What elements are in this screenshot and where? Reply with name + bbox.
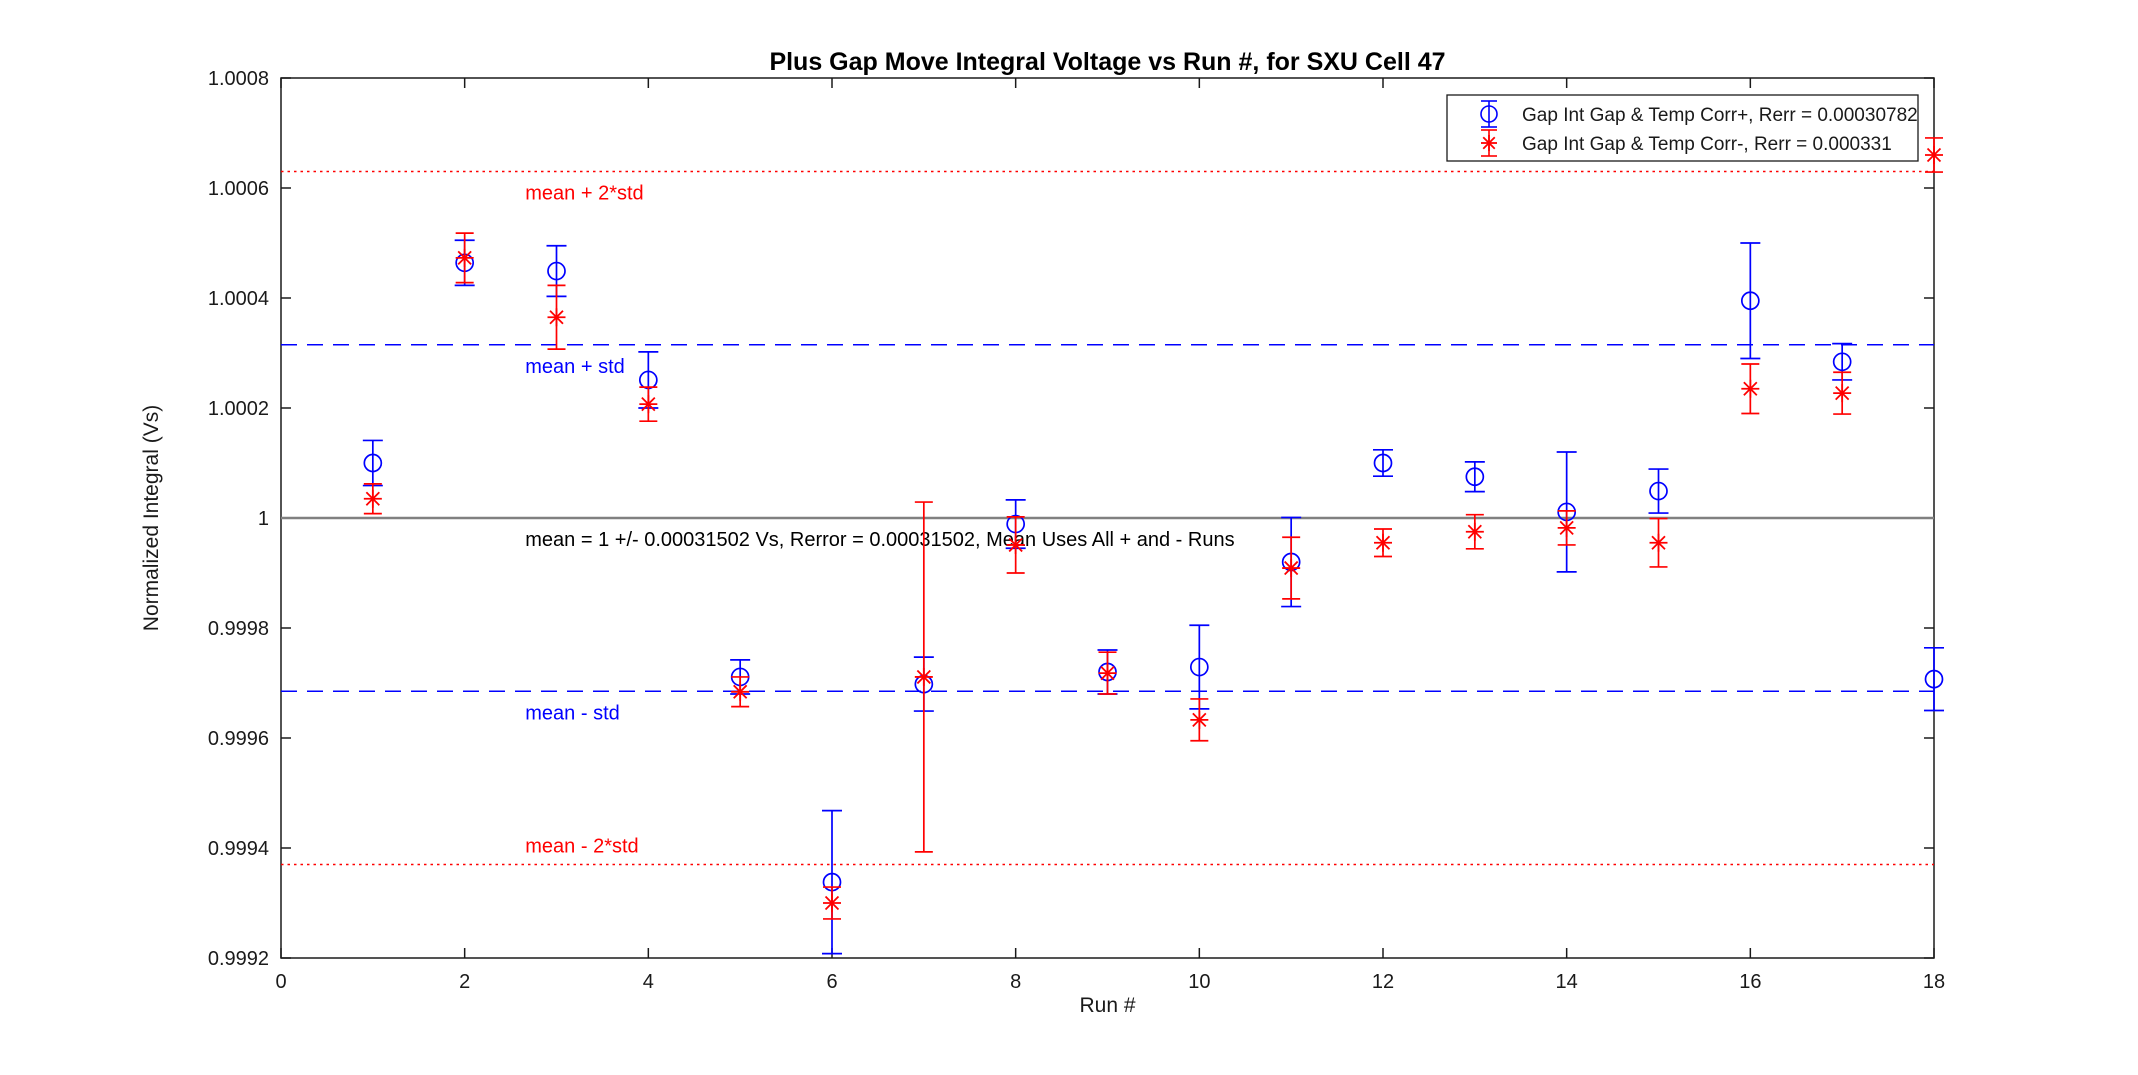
y-tick-label: 0.9996 bbox=[208, 728, 269, 750]
data-point-gap-corr-minus-run-2 bbox=[455, 232, 474, 284]
ref-line-label-mean-plus-std: mean + std bbox=[525, 356, 625, 378]
data-point-gap-corr-minus-run-3 bbox=[547, 284, 566, 350]
data-point-gap-corr-minus-run-9 bbox=[1098, 651, 1117, 695]
data-point-gap-corr-minus-run-7 bbox=[914, 501, 933, 853]
ref-line-label-mean-minus-std: mean - std bbox=[525, 702, 619, 724]
asterisk-marker-icon bbox=[823, 894, 841, 912]
circle-marker-icon bbox=[1480, 105, 1498, 123]
x-tick-label: 8 bbox=[1010, 971, 1021, 993]
asterisk-marker-icon bbox=[1098, 664, 1117, 683]
y-tick-label: 1.0002 bbox=[208, 398, 269, 420]
circle-marker-icon bbox=[1740, 291, 1760, 311]
y-tick-label: 0.9992 bbox=[208, 948, 269, 970]
y-tick-label: 1.0004 bbox=[208, 288, 269, 310]
x-tick-label: 16 bbox=[1739, 971, 1761, 993]
ref-line-label-mean-minus-2std: mean - 2*std bbox=[525, 836, 638, 858]
data-point-gap-corr-plus-run-13 bbox=[1464, 461, 1485, 493]
asterisk-marker-icon bbox=[731, 682, 750, 701]
asterisk-marker-icon bbox=[1465, 522, 1484, 541]
data-point-gap-corr-plus-run-12 bbox=[1373, 448, 1393, 478]
x-tick-label: 6 bbox=[826, 971, 837, 993]
asterisk-marker-icon bbox=[639, 395, 658, 414]
x-tick-label: 10 bbox=[1188, 971, 1210, 993]
asterisk-marker-icon bbox=[1190, 710, 1209, 729]
circle-marker-icon bbox=[1373, 453, 1393, 473]
data-point-gap-corr-plus-run-18 bbox=[1924, 646, 1944, 712]
circle-marker-icon bbox=[363, 453, 383, 473]
data-point-gap-corr-minus-run-12 bbox=[1374, 528, 1392, 558]
data-point-gap-corr-minus-run-4 bbox=[639, 386, 658, 423]
x-tick-label: 2 bbox=[459, 971, 470, 993]
data-point-gap-corr-minus-run-13 bbox=[1465, 513, 1484, 550]
x-tick-label: 18 bbox=[1923, 971, 1945, 993]
legend-label: Gap Int Gap & Temp Corr-, Rerr = 0.00033… bbox=[1522, 134, 1892, 155]
data-point-gap-corr-minus-run-16 bbox=[1741, 363, 1760, 415]
data-point-gap-corr-minus-run-17 bbox=[1833, 371, 1852, 415]
asterisk-marker-icon bbox=[1833, 384, 1852, 403]
data-point-gap-corr-minus-run-1 bbox=[363, 483, 382, 515]
circle-marker-icon bbox=[547, 261, 566, 281]
asterisk-marker-icon bbox=[455, 248, 474, 267]
circle-marker-icon bbox=[1649, 481, 1668, 501]
circle-marker-icon bbox=[1832, 352, 1852, 372]
data-point-gap-corr-minus-run-15 bbox=[1649, 517, 1668, 568]
asterisk-marker-icon bbox=[914, 667, 933, 686]
asterisk-marker-icon bbox=[1282, 559, 1301, 578]
legend-label: Gap Int Gap & Temp Corr+, Rerr = 0.00030… bbox=[1522, 105, 1918, 126]
legend-entry-gap-corr-minus: Gap Int Gap & Temp Corr-, Rerr = 0.00033… bbox=[1481, 129, 1892, 157]
data-point-gap-corr-minus-run-5 bbox=[731, 676, 750, 708]
x-tick-label: 14 bbox=[1556, 971, 1578, 993]
y-axis-label: Normalized Integral (Vs) bbox=[140, 405, 163, 631]
asterisk-marker-icon bbox=[1649, 533, 1668, 552]
data-point-gap-corr-minus-run-6 bbox=[823, 886, 841, 920]
legend: Gap Int Gap & Temp Corr+, Rerr = 0.00030… bbox=[1446, 94, 1919, 162]
data-point-gap-corr-minus-run-10 bbox=[1190, 698, 1209, 742]
data-point-gap-corr-minus-run-18 bbox=[1925, 137, 1943, 173]
x-tick-label: 4 bbox=[643, 971, 654, 993]
y-tick-label: 0.9998 bbox=[208, 618, 269, 640]
asterisk-marker-icon bbox=[363, 489, 382, 508]
asterisk-marker-icon bbox=[1374, 533, 1392, 552]
asterisk-marker-icon bbox=[547, 308, 566, 327]
y-tick-label: 1 bbox=[258, 508, 269, 530]
x-tick-label: 12 bbox=[1372, 971, 1394, 993]
data-point-gap-corr-plus-run-16 bbox=[1740, 242, 1761, 360]
data-point-gap-corr-plus-run-15 bbox=[1648, 468, 1669, 514]
asterisk-marker-icon bbox=[1006, 535, 1025, 554]
x-tick-label: 0 bbox=[275, 971, 286, 993]
data-point-gap-corr-minus-run-11 bbox=[1282, 536, 1301, 600]
asterisk-marker-icon bbox=[1741, 379, 1760, 398]
legend-box bbox=[1446, 94, 1919, 162]
x-axis-label: Run # bbox=[1079, 994, 1135, 1017]
legend-entry-gap-corr-plus: Gap Int Gap & Temp Corr+, Rerr = 0.00030… bbox=[1480, 100, 1918, 128]
asterisk-marker-icon bbox=[1481, 135, 1497, 151]
circle-marker-icon bbox=[1189, 657, 1209, 677]
chart-title: Plus Gap Move Integral Voltage vs Run #,… bbox=[769, 48, 1445, 76]
data-point-gap-corr-minus-run-8 bbox=[1006, 516, 1025, 574]
y-tick-label: 0.9994 bbox=[208, 838, 269, 860]
ref-line-label-mean: mean = 1 +/- 0.00031502 Vs, Rerror = 0.0… bbox=[525, 529, 1234, 551]
circle-marker-icon bbox=[1465, 467, 1485, 487]
data-point-gap-corr-minus-run-14 bbox=[1557, 510, 1576, 546]
y-tick-label: 1.0006 bbox=[208, 178, 269, 200]
circle-marker-icon bbox=[1924, 669, 1944, 689]
ref-line-label-mean-plus-2std: mean + 2*std bbox=[525, 183, 643, 205]
asterisk-marker-icon bbox=[1925, 146, 1943, 164]
asterisk-marker-icon bbox=[1557, 518, 1576, 537]
y-tick-label: 1.0008 bbox=[208, 68, 269, 90]
series-gap-corr-minus bbox=[363, 137, 1943, 920]
